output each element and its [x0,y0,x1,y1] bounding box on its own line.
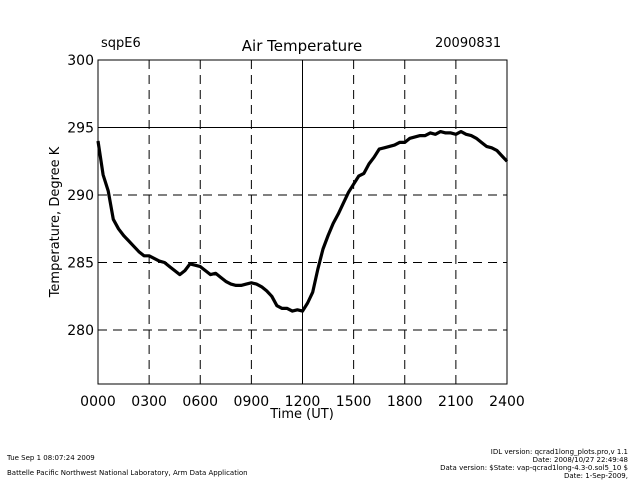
site-label: sqpE6 [101,36,141,51]
x-tick-label: 2400 [489,394,525,410]
x-tick-label: 0900 [234,394,270,410]
x-tick-label: 0300 [131,394,167,410]
footer-version-block: IDL version: qcrad1long_plots.pro,v 1.1 … [440,448,628,480]
footer-idl-version: IDL version: qcrad1long_plots.pro,v 1.1 [490,448,628,456]
x-tick-label: 1500 [336,394,372,410]
x-tick-label: 0000 [80,394,116,410]
x-tick-label: 1200 [285,394,321,410]
y-tick-label: 300 [67,53,94,69]
plot-frame [97,59,508,385]
footer-script-date: Date: 2008/10/27 22:49:48 [532,456,628,464]
y-tick-label: 280 [67,323,94,339]
footer-timestamp: Tue Sep 1 08:07:24 2009 [7,454,95,462]
y-tick-label: 285 [67,256,94,272]
x-tick-label: 0600 [182,394,218,410]
series-line-air-temperature [96,130,509,313]
date-label: 20090831 [435,36,502,51]
y-tick-label: 295 [67,121,94,137]
x-axis-label: Time (UT) [269,407,334,422]
y-axis-label: Temperature, Degree K [48,146,63,298]
footer-organization: Battelle Pacific Northwest National Labo… [7,469,248,477]
x-tick-label: 2100 [438,394,474,410]
footer-data-date: Date: 1-Sep-2009, [563,472,628,480]
chart-title: Air Temperature [242,37,362,55]
footer-data-version: Data version: $State: vap-qcrad1long-4.3… [440,464,628,472]
x-axis-ticks: 0000 0300 0600 0900 1200 1500 1800 2100 2400 [80,394,525,410]
x-tick-label: 1800 [387,394,423,410]
grid-lines [98,60,507,384]
y-tick-label: 290 [67,188,94,204]
y-axis-ticks: 280 285 290 295 300 [67,53,94,339]
